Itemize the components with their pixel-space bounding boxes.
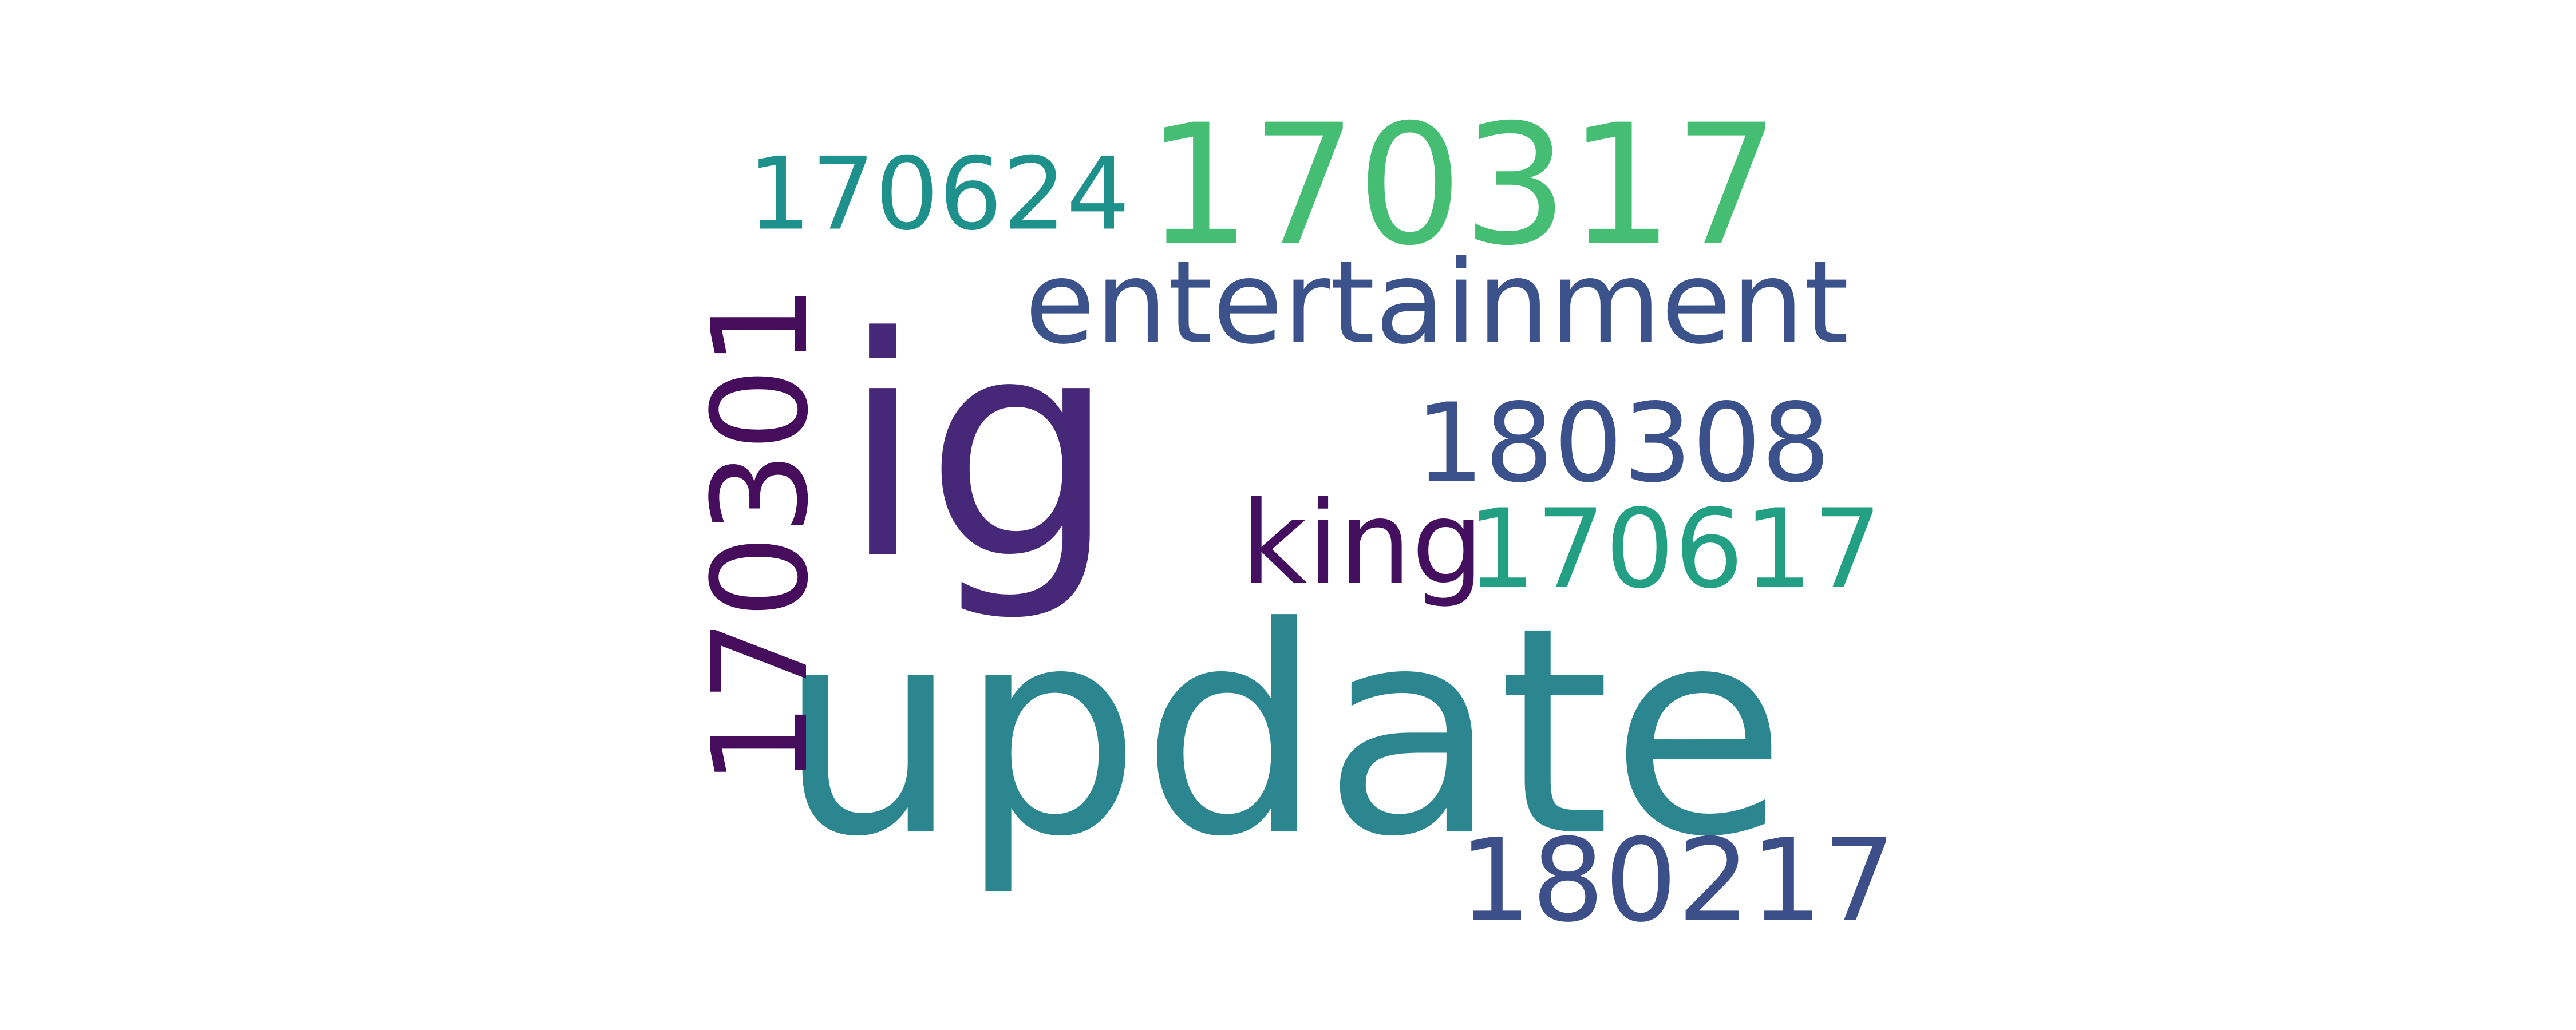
word-entertainment: entertainment <box>1025 236 1849 370</box>
word-170624: 170624 <box>747 136 1131 253</box>
word-170301-vertical: 170301 <box>685 284 837 786</box>
word-170617: 170617 <box>1467 486 1882 612</box>
word-180308: 180308 <box>1415 380 1831 506</box>
word-180217: 180217 <box>1459 814 1896 948</box>
word-king: king <box>1240 477 1484 610</box>
word-170317: 170317 <box>1145 89 1780 282</box>
word-ig: ig <box>840 272 1117 625</box>
word-update: update <box>778 566 1787 899</box>
